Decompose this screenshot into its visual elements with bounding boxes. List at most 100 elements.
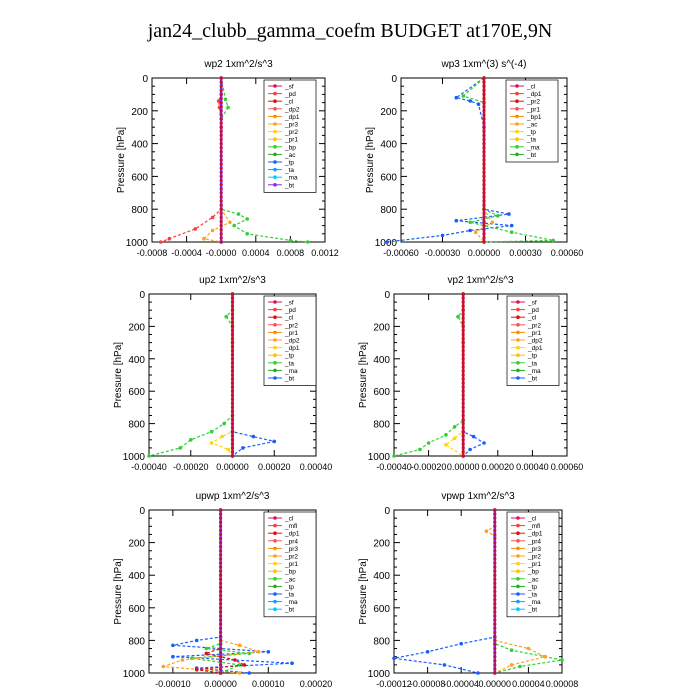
data-point [219,561,223,565]
legend-label: _dp1 [527,345,543,352]
data-point [482,76,486,80]
legend-label: _pr2 [284,554,298,561]
data-point [459,641,464,646]
data-point [461,292,465,296]
data-point [219,146,223,150]
data-point [482,129,486,133]
data-point [230,365,235,369]
data-point [543,654,547,659]
data-point [228,220,232,225]
data-point [230,446,235,450]
data-point [493,646,497,651]
data-point [493,549,497,553]
data-point [493,630,497,634]
y-tick-label: 800 [128,420,145,431]
legend-label: _ta [284,360,294,367]
data-point [493,671,497,675]
data-point [222,421,226,426]
data-point [230,320,235,324]
y-axis-label: Pressure [hPa] [365,127,376,193]
data-point [493,598,497,602]
data-point [219,638,223,643]
legend-marker [515,152,519,157]
data-point [216,99,221,103]
data-point [476,671,480,675]
data-point [219,541,223,545]
legend: _cl_dp1_pr2_pr1_bp1_ac_tp_ta_ma_bt [505,79,559,163]
data-point [219,626,223,630]
y-tick-label: 600 [128,387,145,398]
data-point [219,170,223,174]
data-point [219,618,223,622]
data-point [461,349,465,353]
x-tick-label: -0.00020 [173,462,209,472]
chart-panel-2: wp3 1xm^(3) s^(-4) 0 200 400 600 800 1000 Press… [365,59,583,258]
data-point [219,528,223,533]
legend-marker [516,554,520,558]
legend-label: _bt [284,376,294,383]
data-point [219,187,223,191]
data-point [230,438,235,442]
data-point [482,137,486,142]
data-point [461,413,465,418]
x-tick-label: -0.00030 [425,248,461,258]
legend-label: _cl [284,516,294,523]
x-tick-label: 0.00010 [252,679,285,689]
x-tick-label: 0.00020 [482,462,515,472]
data-point [461,418,465,422]
y-tick-label: 600 [380,172,397,183]
legend-label: _ma [284,599,298,606]
legend-marker [515,129,519,134]
data-point [482,150,486,154]
data-point [461,328,465,332]
data-point [226,105,230,110]
y-tick-label: 200 [128,322,145,333]
chart-panel-6: vpwp 1xm^2/s^3 0 200 400 600 800 1000 Pressure … [358,491,578,689]
data-point [230,385,235,389]
legend-label: _bp [284,144,296,151]
data-point [219,549,223,553]
data-point [219,610,223,614]
data-point [226,447,231,452]
chart-panel-3: up2 1xm^2/s^3 0 200 400 600 800 1000 Pressure [… [113,275,332,472]
legend-label: _pr3 [284,546,298,553]
data-point [461,422,465,426]
data-point [482,441,486,445]
chart-panel-1: wp2 1xm^2/s^3 0 200 400 600 800 1000 Pressure [… [116,59,339,258]
legend-marker [273,107,277,111]
y-tick-label: 400 [373,355,390,366]
data-point [230,349,235,353]
legend-label: _tp [284,353,294,360]
data-point [493,638,497,643]
x-tick-label: 0.00020 [300,679,333,689]
data-point [230,312,235,316]
data-point [452,425,457,429]
data-point [219,606,223,610]
data-point [230,389,235,393]
x-tick-label: -0.0000 [206,248,237,258]
y-tick-label: 200 [373,539,390,550]
legend-marker [273,137,277,141]
data-point [493,553,497,557]
data-point [219,585,223,590]
data-point [219,512,223,516]
y-axis-label: Pressure [hPa] [113,558,124,624]
data-point [493,614,497,618]
legend-label: _mfl [527,523,541,530]
x-tick-label: 0.00000 [216,462,249,472]
data-point [461,381,465,385]
data-point [493,520,497,524]
data-point [461,304,465,308]
data-point [247,671,251,675]
data-point [385,240,390,244]
data-point [147,454,151,458]
data-point [526,646,531,651]
y-tick-label: 400 [131,140,148,151]
data-point [490,220,495,225]
data-point [493,651,497,655]
y-tick-label: 800 [373,636,390,647]
legend-label: _bp [284,569,296,576]
panel-title: wp2 1xm^2/s^3 [203,59,273,70]
data-point [204,651,209,656]
legend-marker [516,376,520,380]
